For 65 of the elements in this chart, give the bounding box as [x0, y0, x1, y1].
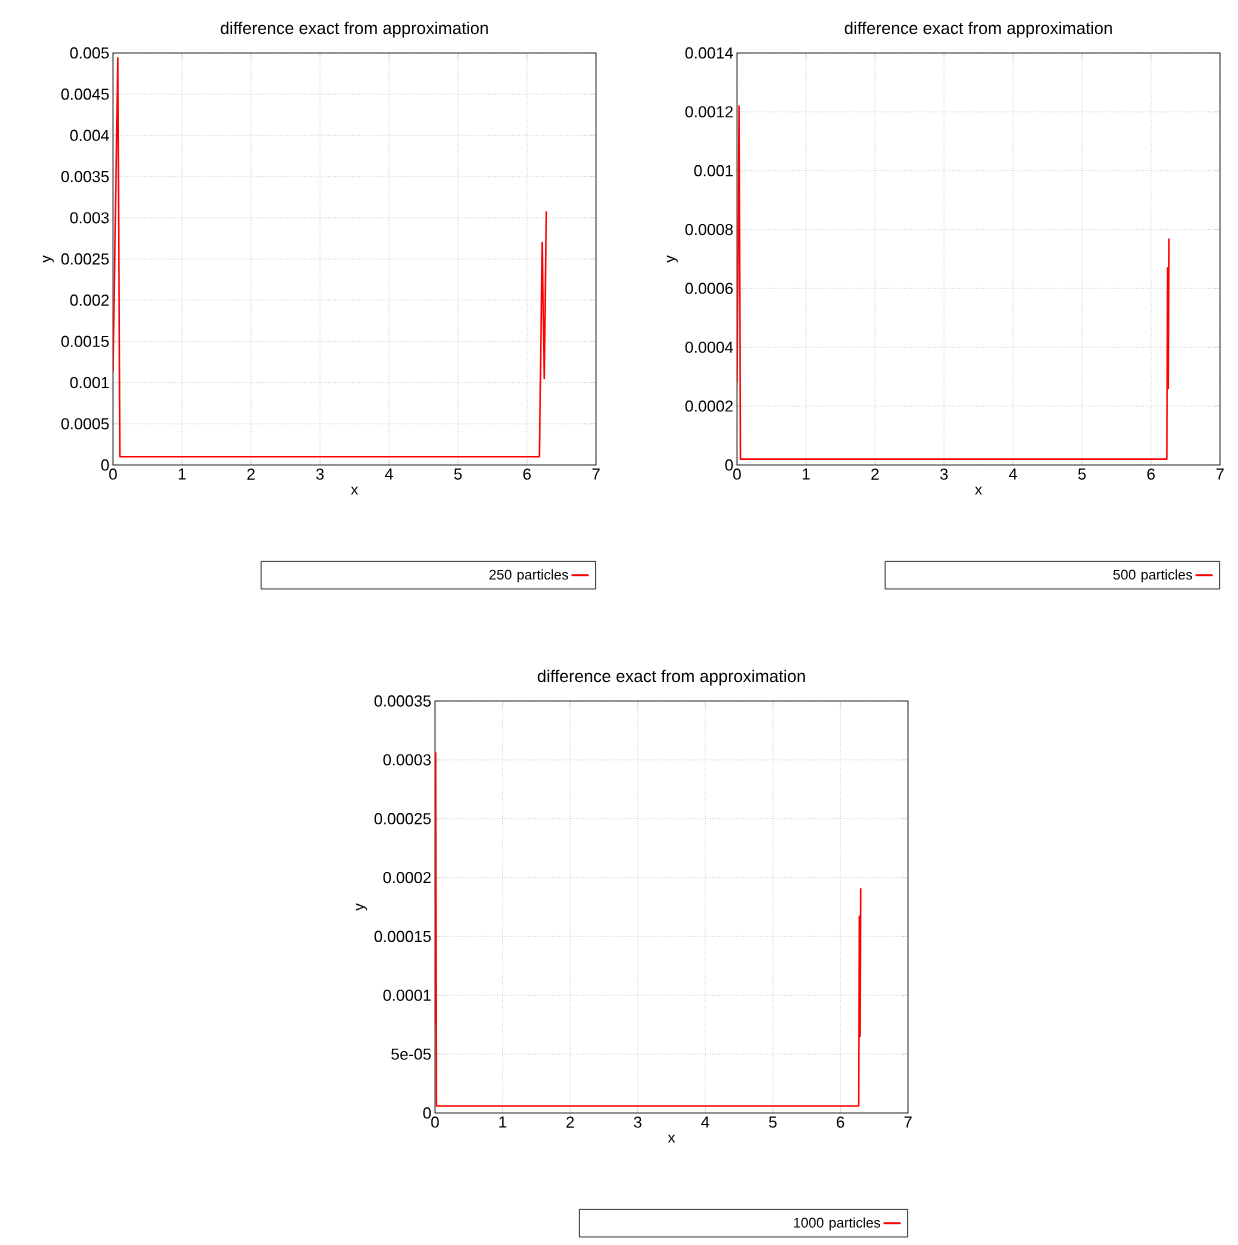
x-tick-label: 0: [109, 468, 117, 480]
y-tick-label: 0.00015: [374, 930, 431, 943]
y-tick-label: 0.0005: [61, 418, 109, 430]
y-tick-label: 0.0006: [685, 282, 733, 295]
x-tick-label: 2: [566, 1116, 574, 1128]
x-tick-label: 2: [247, 468, 255, 480]
line-series: [737, 105, 1170, 460]
y-tick-label: 0.00035: [374, 695, 431, 707]
y-axis-title: y: [42, 255, 54, 263]
y-tick-label: 0.0025: [61, 253, 109, 265]
y-tick-label: 0: [423, 1107, 431, 1119]
y-tick-label: 0.0002: [685, 400, 733, 412]
y-tick-label: 0.0045: [61, 88, 109, 100]
x-tick-label: 5: [1078, 468, 1086, 480]
x-tick-label: 7: [904, 1116, 912, 1128]
x-tick-label: 7: [592, 468, 600, 480]
x-tick-label: 1: [499, 1116, 507, 1128]
y-tick-label: 0.0012: [685, 106, 733, 118]
y-tick-label: 0.0003: [383, 754, 431, 766]
y-tick-label: 0.0035: [61, 170, 109, 183]
x-tick-label: 5: [769, 1116, 777, 1128]
x-tick-label: 6: [836, 1116, 845, 1128]
legend-label: 1000 particles: [794, 1217, 881, 1231]
x-tick-label: 4: [384, 468, 393, 480]
chart-title: difference exact from approximation: [844, 21, 1112, 38]
y-tick-label: 0.0015: [61, 335, 109, 348]
y-tick-label: 0.003: [70, 212, 109, 224]
y-tick-label: 0.0008: [685, 223, 733, 236]
y-tick-label: 0.0001: [383, 989, 431, 1001]
x-tick-label: 3: [316, 468, 324, 480]
y-tick-label: 0.001: [70, 376, 109, 389]
x-tick-label: 5: [454, 468, 462, 480]
line-series: [113, 57, 548, 458]
x-tick-label: 3: [940, 468, 948, 480]
x-tick-label: 6: [523, 468, 531, 480]
x-axis-title: x: [974, 486, 983, 495]
y-tick-label: 0.0014: [685, 47, 734, 59]
y-axis-title: y: [356, 903, 368, 911]
y-tick-label: 5e-05: [391, 1048, 431, 1060]
y-axis-title: y: [666, 255, 678, 263]
y-tick-label: 0.0004: [685, 341, 734, 353]
x-tick-label: 4: [1008, 468, 1017, 480]
legend-label: 500 particles: [1113, 569, 1193, 583]
x-tick-label: 6: [1147, 468, 1155, 480]
y-tick-label: 0.00025: [374, 813, 431, 825]
x-axis-title: x: [667, 1134, 676, 1143]
x-tick-label: 3: [633, 1116, 642, 1128]
x-tick-label: 1: [802, 468, 810, 480]
y-tick-label: 0.004: [70, 129, 109, 142]
y-tick-label: 0: [101, 459, 109, 471]
x-tick-label: 2: [871, 468, 879, 480]
y-tick-label: 0.0002: [383, 871, 431, 884]
legend-label: 250 particles: [489, 569, 569, 583]
y-tick-label: 0.005: [70, 47, 109, 59]
y-tick-label: 0.002: [70, 294, 109, 306]
x-tick-label: 0: [431, 1116, 439, 1128]
x-tick-label: 4: [701, 1116, 710, 1128]
x-tick-label: 1: [178, 468, 186, 480]
y-tick-label: 0: [725, 459, 733, 471]
y-tick-label: 0.001: [694, 165, 733, 177]
line-series: [435, 751, 862, 1107]
chart-title: difference exact from approximation: [220, 21, 488, 38]
x-tick-label: 7: [1216, 468, 1224, 480]
chart-title: difference exact from approximation: [537, 669, 805, 686]
x-axis-title: x: [350, 486, 359, 495]
